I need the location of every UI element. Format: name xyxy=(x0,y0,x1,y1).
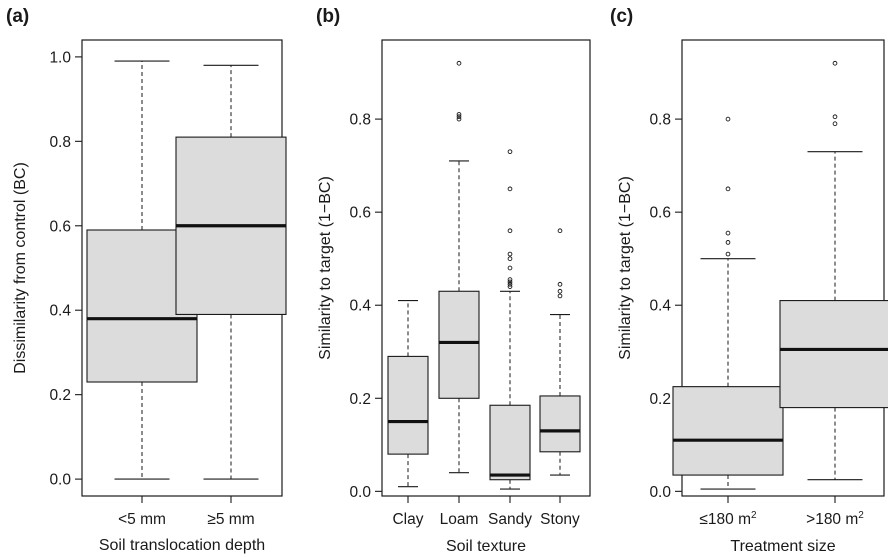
outlier-point xyxy=(557,293,563,299)
y-axis-title-c: Similarity to target (1−BC) xyxy=(617,176,634,360)
outlier-point xyxy=(507,281,513,287)
y-tick-label: 0.2 xyxy=(349,391,371,408)
outlier-point xyxy=(507,277,513,282)
x-tick-label: Loam xyxy=(440,511,479,528)
outlier-point xyxy=(456,114,462,120)
box--5-mm xyxy=(175,64,287,480)
y-axis-a: 0.0 0.2 0.4 0.6 0.8 1.0 xyxy=(49,49,82,489)
panel-c: (c) 0.0 0.2 0.4 0.6 0.8 ≤180 m2 >180 m2 Simil… xyxy=(610,6,888,555)
y-tick-label: 0.6 xyxy=(49,218,71,235)
outlier-point xyxy=(725,230,731,236)
y-tick-label: 0.2 xyxy=(649,391,671,408)
panel-letter-a: (a) xyxy=(6,6,29,27)
iqr-box xyxy=(489,404,531,481)
x-axis-title-b: Soil texture xyxy=(446,538,526,555)
boxes-b xyxy=(387,60,581,490)
x-tick-label: ≤180 m2 xyxy=(699,510,757,528)
y-tick-label: 0.0 xyxy=(649,484,671,501)
outlier-point xyxy=(557,228,563,234)
iqr-box xyxy=(387,355,429,455)
y-tick-label: 0.8 xyxy=(49,134,71,151)
outlier-point xyxy=(507,279,513,285)
box-Sandy xyxy=(489,149,531,490)
outlier-point xyxy=(832,114,838,120)
iqr-box xyxy=(539,395,581,453)
outlier-point xyxy=(507,228,513,234)
x-axis-title-a: Soil translocation depth xyxy=(99,537,265,554)
x-labels-c: ≤180 m2 >180 m2 xyxy=(699,496,864,528)
boxes-c xyxy=(672,60,888,490)
box--180-m- xyxy=(672,116,784,490)
x-labels-a: <5 mm ≥5 mm xyxy=(118,496,255,528)
y-axis-title-b: Similarity to target (1−BC) xyxy=(317,176,334,360)
x-tick-label: >180 m2 xyxy=(806,510,864,528)
box--180-m- xyxy=(779,60,888,481)
x-tick-label: <5 mm xyxy=(118,511,166,528)
panel-b: (b) 0.0 0.2 0.4 0.6 0.8 Clay Loam Sandy Stony S… xyxy=(316,6,591,555)
outlier-point xyxy=(456,112,462,117)
outlier-point xyxy=(507,149,513,155)
y-tick-label: 0.4 xyxy=(649,298,671,315)
y-axis-b: 0.0 0.2 0.4 0.6 0.8 xyxy=(349,112,382,501)
y-tick-label: 1.0 xyxy=(49,49,71,66)
outlier-point xyxy=(507,265,513,271)
x-tick-label: Clay xyxy=(392,511,423,528)
y-tick-label: 0.0 xyxy=(349,484,371,501)
panel-letter-c: (c) xyxy=(610,6,633,27)
x-tick-label: Stony xyxy=(540,511,580,528)
outlier-point xyxy=(832,60,838,66)
x-axis-title-c: Treatment size xyxy=(730,538,835,555)
panel-letter-b: (b) xyxy=(316,6,340,27)
x-tick-label: ≥5 mm xyxy=(207,511,254,528)
outlier-point xyxy=(725,116,731,122)
y-tick-label: 0.6 xyxy=(649,205,671,222)
iqr-box xyxy=(438,290,480,399)
outlier-point xyxy=(557,288,563,294)
y-tick-label: 0.0 xyxy=(49,472,71,489)
y-tick-label: 0.4 xyxy=(349,298,371,315)
y-axis-title-a: Dissimilarity from control (BC) xyxy=(12,162,29,374)
x-tick-label: Sandy xyxy=(488,511,532,528)
y-tick-label: 0.4 xyxy=(49,303,71,320)
iqr-box xyxy=(672,386,784,476)
outlier-point xyxy=(507,186,513,192)
y-tick-label: 0.8 xyxy=(649,112,671,129)
outlier-point xyxy=(456,116,462,122)
outlier-point xyxy=(725,251,731,257)
y-tick-label: 0.2 xyxy=(49,387,71,404)
y-axis-c: 0.0 0.2 0.4 0.6 0.8 xyxy=(649,112,682,501)
outlier-point xyxy=(507,256,513,262)
box-Loam xyxy=(438,60,480,474)
outlier-point xyxy=(725,240,731,245)
plot-frame-b xyxy=(381,39,591,497)
outlier-point xyxy=(557,281,563,287)
x-labels-b: Clay Loam Sandy Stony xyxy=(392,496,580,528)
y-tick-label: 0.6 xyxy=(349,205,371,222)
outlier-point xyxy=(507,284,513,289)
box-Clay xyxy=(387,300,429,488)
panel-a: (a) 0.0 0.2 0.4 0.6 0.8 1.0 <5 mm ≥5 mm Dissim… xyxy=(6,6,287,554)
iqr-box xyxy=(779,300,888,409)
outlier-point xyxy=(507,251,513,257)
outlier-point xyxy=(456,60,462,66)
plot-frame-c xyxy=(681,39,885,497)
outlier-point xyxy=(725,186,731,192)
box-Stony xyxy=(539,228,581,476)
boxes-a xyxy=(86,60,287,480)
y-tick-label: 0.8 xyxy=(349,112,371,129)
outlier-point xyxy=(832,121,838,127)
